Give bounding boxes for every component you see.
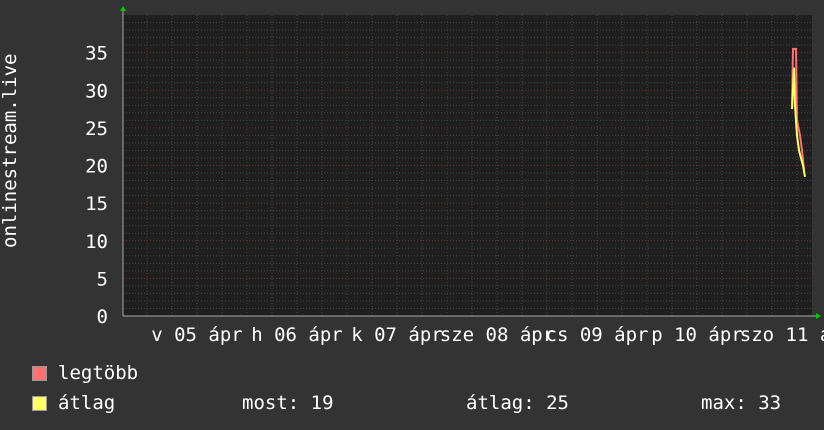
x-tick-label: szo 11 ápr bbox=[740, 324, 824, 346]
y-tick-label: 30 bbox=[85, 80, 108, 102]
legend-label-avg: átlag bbox=[58, 392, 116, 414]
y-tick-label: 5 bbox=[97, 268, 108, 290]
y-tick-label: 20 bbox=[85, 156, 108, 178]
x-tick-label: cs 09 ápr bbox=[546, 324, 649, 346]
stat-current: most: 19 bbox=[242, 392, 334, 414]
y-tick-label: 15 bbox=[85, 193, 108, 215]
y-tick-label: 35 bbox=[85, 43, 108, 65]
x-tick-label: v 05 ápr bbox=[151, 324, 243, 346]
y-tick-label: 25 bbox=[85, 118, 108, 140]
stat-max: max: 33 bbox=[701, 392, 782, 414]
legend-label-max: legtöbb bbox=[58, 362, 139, 384]
x-tick-label: sze 08 ápr bbox=[440, 324, 554, 346]
legend-swatch-avg bbox=[32, 396, 47, 411]
y-axis-arrow-icon bbox=[120, 6, 126, 11]
stat-average: átlag: 25 bbox=[466, 392, 569, 414]
series-line-avg bbox=[791, 67, 806, 177]
x-tick-label: k 07 ápr bbox=[351, 324, 443, 346]
x-axis-arrow-icon bbox=[816, 313, 821, 319]
x-tick-label: p 10 ápr bbox=[651, 324, 743, 346]
x-tick-label: h 06 ápr bbox=[251, 324, 343, 346]
legend-swatch-max bbox=[32, 366, 47, 381]
y-tick-label: 10 bbox=[85, 231, 108, 253]
y-tick-label: 0 bbox=[97, 306, 108, 328]
series-line-max bbox=[791, 47, 805, 170]
